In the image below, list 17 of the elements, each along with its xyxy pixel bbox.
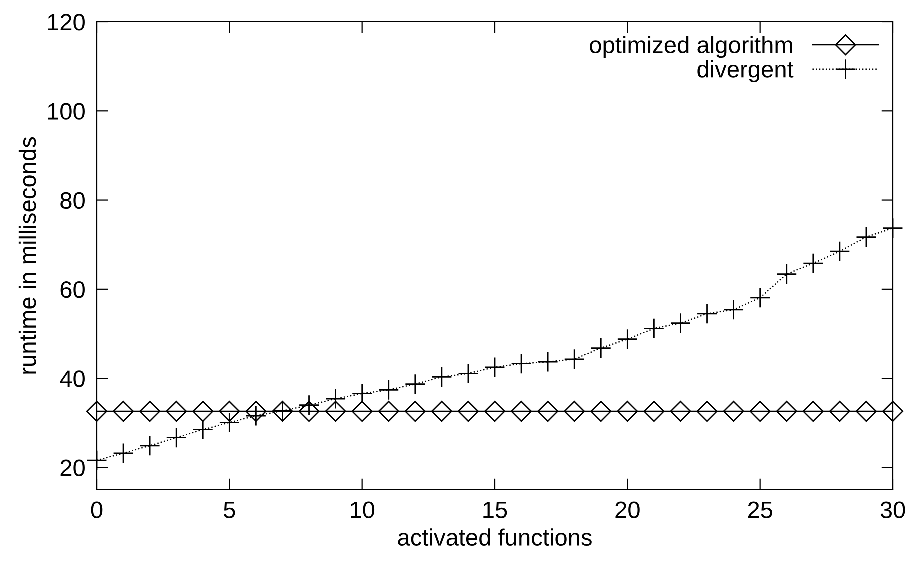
x-tick-label: 20	[616, 502, 640, 518]
y-tick-label: 60	[60, 281, 85, 298]
x-tick-label: 25	[748, 502, 772, 518]
x-tick-label: 30	[880, 502, 906, 518]
x-tick-label: 5	[224, 502, 236, 518]
y-tick-label: 40	[60, 370, 85, 388]
legend-label: divergent	[698, 60, 794, 83]
x-axis-title: activated functions	[398, 528, 592, 546]
y-tick-label: 100	[48, 103, 85, 120]
y-tick-label: 20	[60, 460, 85, 476]
legend-label: optimized algorithm	[590, 36, 792, 58]
y-axis-title: runtime in milliseconds	[18, 137, 36, 374]
y-tick-label: 80	[60, 192, 85, 210]
y-tick-label: 120	[48, 14, 85, 31]
x-tick-label: 0	[91, 502, 103, 518]
x-tick-label: 15	[484, 502, 508, 518]
x-tick-label: 10	[351, 502, 375, 518]
